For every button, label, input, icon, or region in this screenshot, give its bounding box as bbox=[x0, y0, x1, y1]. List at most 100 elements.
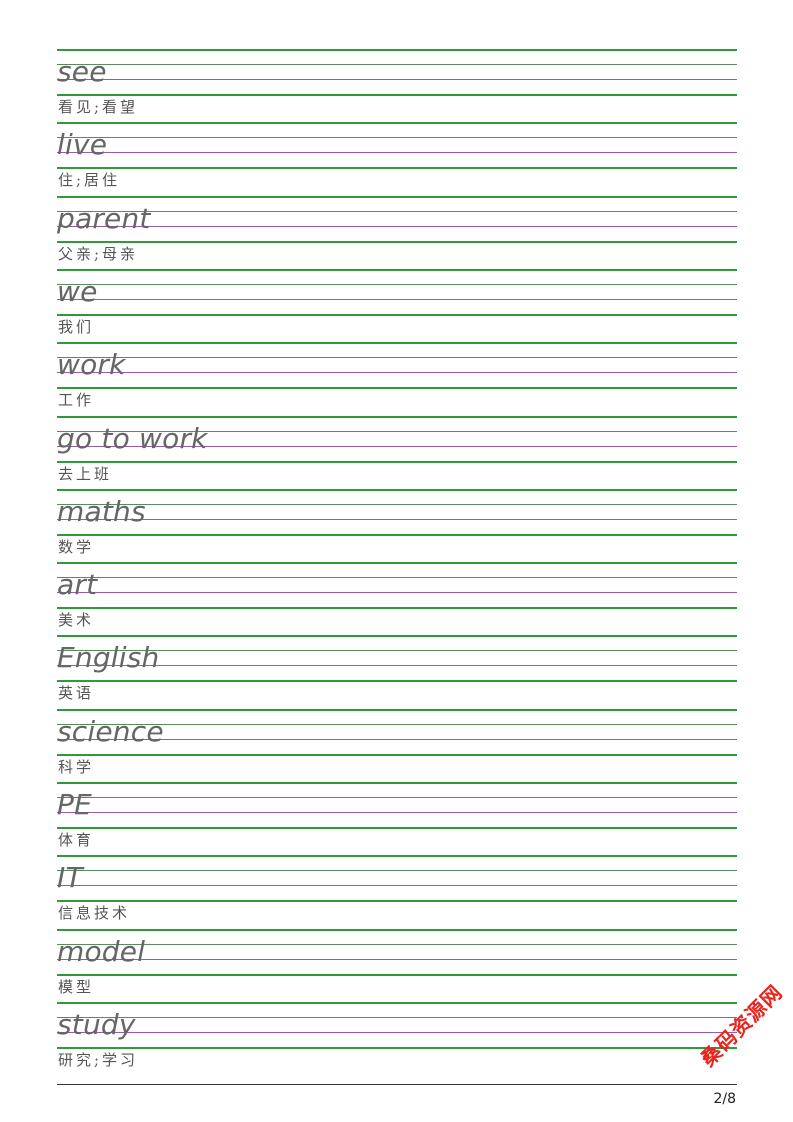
chinese-meaning: 科学 bbox=[58, 757, 95, 776]
guide-line-mid bbox=[57, 1016, 737, 1018]
guide-line-top bbox=[57, 708, 737, 711]
vocab-entry: English 英语 bbox=[57, 635, 737, 709]
guide-line-mid bbox=[57, 137, 737, 139]
vocab-entry: art 美术 bbox=[57, 562, 737, 636]
guide-line-mid bbox=[57, 870, 737, 872]
chinese-meaning: 住;居住 bbox=[58, 171, 121, 190]
guide-line-mid bbox=[57, 943, 737, 945]
chinese-meaning: 我们 bbox=[58, 317, 95, 336]
vocab-entry: we 我们 bbox=[57, 268, 737, 343]
guide-line-base bbox=[57, 665, 737, 667]
english-word: parent bbox=[57, 201, 151, 235]
english-word: go to work bbox=[57, 421, 208, 455]
guide-line-bottom bbox=[57, 680, 737, 683]
guide-line-top bbox=[57, 268, 737, 271]
guide-line-base bbox=[57, 225, 737, 227]
guide-line-mid bbox=[57, 283, 737, 285]
guide-line-bottom bbox=[57, 1046, 737, 1049]
guide-line-base bbox=[57, 592, 737, 594]
guide-line-mid bbox=[57, 503, 737, 505]
guide-line-bottom bbox=[57, 387, 737, 390]
guide-line-top bbox=[57, 49, 737, 51]
guide-line-base bbox=[57, 518, 737, 520]
chinese-meaning: 父亲;母亲 bbox=[58, 244, 139, 263]
chinese-meaning: 英语 bbox=[58, 684, 95, 703]
vocab-entry: maths 数学 bbox=[57, 488, 737, 563]
guide-line-mid bbox=[57, 797, 737, 798]
guide-line-base bbox=[57, 372, 737, 374]
guide-line-bottom bbox=[57, 827, 737, 829]
vocab-entry: PE 体育 bbox=[57, 782, 737, 856]
guide-line-bottom bbox=[57, 533, 737, 536]
guide-line-base bbox=[57, 1031, 737, 1033]
english-word: model bbox=[57, 934, 146, 968]
chinese-meaning: 看见;看望 bbox=[58, 98, 139, 116]
guide-line-base bbox=[57, 958, 737, 960]
guide-line-top bbox=[57, 635, 737, 638]
guide-line-top bbox=[57, 562, 737, 565]
guide-line-top bbox=[57, 195, 737, 198]
guide-line-top bbox=[57, 1001, 737, 1004]
vocab-entry: work 工作 bbox=[57, 342, 737, 416]
english-word: study bbox=[57, 1007, 136, 1041]
english-word: work bbox=[57, 348, 126, 382]
guide-line-mid bbox=[57, 64, 737, 65]
guide-line-bottom bbox=[57, 753, 737, 756]
chinese-meaning: 工作 bbox=[58, 391, 95, 410]
english-word: IT bbox=[57, 861, 83, 895]
guide-line-bottom bbox=[57, 973, 737, 976]
guide-line-top bbox=[57, 415, 737, 418]
vocab-entry: science 科学 bbox=[57, 708, 737, 783]
english-word: English bbox=[57, 641, 160, 675]
english-word: science bbox=[57, 714, 164, 748]
chinese-meaning: 信息技术 bbox=[58, 904, 131, 923]
vocab-entry: see 看见;看望 bbox=[57, 49, 737, 123]
guide-line-bottom bbox=[57, 607, 737, 610]
guide-line-base bbox=[57, 298, 737, 300]
guide-line-mid bbox=[57, 577, 737, 579]
english-word: art bbox=[57, 568, 98, 602]
chinese-meaning: 数学 bbox=[58, 537, 95, 556]
guide-line-base bbox=[57, 152, 737, 154]
vocab-entry: live 住;居住 bbox=[57, 122, 737, 196]
guide-line-top bbox=[57, 488, 737, 491]
guide-line-base bbox=[57, 812, 737, 813]
guide-line-base bbox=[57, 445, 737, 447]
vocab-entry: IT 信息技术 bbox=[57, 855, 737, 929]
vocab-entry: study 研究;学习 bbox=[57, 1001, 737, 1076]
guide-line-bottom bbox=[57, 460, 737, 463]
guide-line-top bbox=[57, 855, 737, 858]
chinese-meaning: 研究;学习 bbox=[58, 1050, 139, 1069]
guide-line-bottom bbox=[57, 167, 737, 170]
guide-line-bottom bbox=[57, 313, 737, 316]
chinese-meaning: 去上班 bbox=[58, 464, 113, 483]
vocab-entry: go to work 去上班 bbox=[57, 415, 737, 490]
guide-line-mid bbox=[57, 210, 737, 212]
english-word: PE bbox=[57, 788, 92, 821]
guide-line-base bbox=[57, 885, 737, 887]
guide-line-top bbox=[57, 122, 737, 125]
guide-line-mid bbox=[57, 723, 737, 725]
guide-line-bottom bbox=[57, 240, 737, 243]
chinese-meaning: 模型 bbox=[58, 977, 95, 996]
chinese-meaning: 体育 bbox=[58, 831, 95, 849]
vocab-entry: model 模型 bbox=[57, 928, 737, 1003]
english-word: live bbox=[57, 128, 108, 162]
guide-line-top bbox=[57, 928, 737, 931]
vocab-entry: parent 父亲;母亲 bbox=[57, 195, 737, 270]
footer-divider bbox=[57, 1084, 737, 1085]
guide-line-top bbox=[57, 342, 737, 345]
guide-line-bottom bbox=[57, 900, 737, 903]
guide-line-bottom bbox=[57, 94, 737, 96]
english-word: see bbox=[57, 55, 107, 88]
guide-line-mid bbox=[57, 650, 737, 652]
page-number: 2/8 bbox=[713, 1091, 736, 1107]
english-word: maths bbox=[57, 494, 146, 528]
guide-line-mid bbox=[57, 357, 737, 359]
chinese-meaning: 美术 bbox=[58, 611, 95, 630]
guide-line-mid bbox=[57, 430, 737, 432]
guide-line-base bbox=[57, 738, 737, 740]
guide-line-base bbox=[57, 79, 737, 80]
english-word: we bbox=[57, 274, 98, 308]
guide-line-top bbox=[57, 782, 737, 784]
